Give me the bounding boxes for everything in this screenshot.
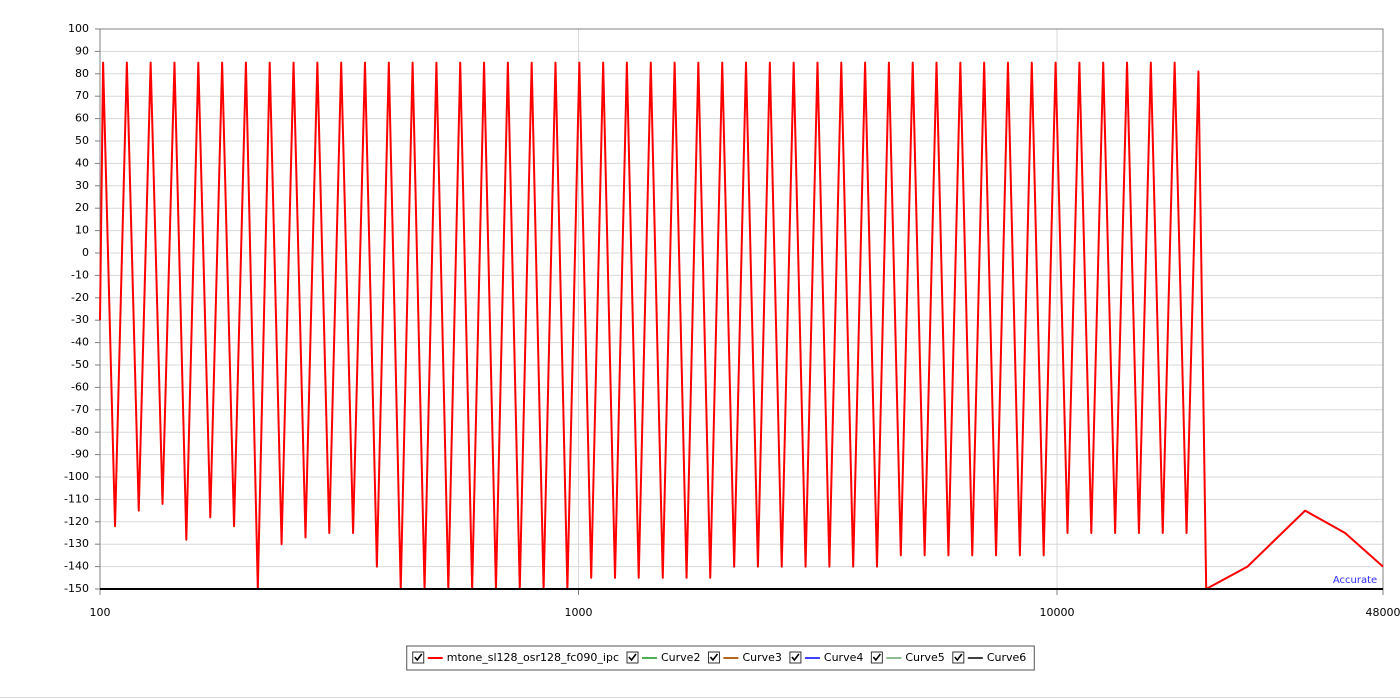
y-tick-label: 0 — [82, 246, 89, 259]
checkmark — [954, 653, 963, 662]
legend-entry[interactable]: mtone_sl128_osr128_fc090_ipc — [412, 651, 619, 664]
y-tick-label: 10 — [75, 224, 89, 237]
legend-box — [406, 645, 1035, 671]
data-line — [99, 61, 1384, 590]
legend-entry[interactable]: Curve5 — [870, 651, 945, 664]
y-tick-label: 70 — [75, 89, 89, 102]
y-tick-label: -90 — [71, 448, 89, 461]
y-tick-label: -10 — [71, 268, 89, 281]
y-tick-label: -120 — [64, 515, 89, 528]
checkmark — [791, 653, 800, 662]
y-tick-label: 20 — [75, 201, 89, 214]
legend-entry[interactable]: Curve6 — [952, 651, 1026, 664]
y-tick-label: -40 — [71, 336, 89, 349]
x-tick-label: 1000 — [565, 606, 593, 619]
legend-label: Curve6 — [987, 651, 1026, 664]
checkmark — [709, 653, 719, 662]
y-tick-label: -50 — [71, 358, 89, 371]
legend-label: Curve5 — [905, 651, 944, 664]
y-tick-label: -70 — [71, 403, 89, 416]
checkmark — [872, 653, 881, 662]
y-tick-label: -130 — [64, 537, 89, 550]
x-tick-label: 10000 — [1040, 606, 1075, 619]
legend-entry[interactable]: Curve4 — [789, 651, 863, 664]
y-tick-label: -140 — [64, 560, 89, 573]
y-tick-label: 90 — [75, 44, 89, 57]
y-tick-label: 40 — [75, 156, 89, 169]
y-tick-label: -30 — [71, 313, 89, 326]
y-tick-label: -60 — [71, 380, 89, 393]
y-tick-label: 100 — [68, 22, 89, 35]
legend-label: Curve4 — [824, 651, 863, 664]
legend-label: mtone_sl128_osr128_fc090_ipc — [447, 651, 619, 664]
y-tick-label: 80 — [75, 67, 89, 80]
y-tick-label: -20 — [71, 291, 89, 304]
checkmark — [414, 653, 423, 662]
x-tick-label: 100 — [90, 606, 111, 619]
x-tick-label: 48000 — [1366, 606, 1400, 619]
y-tick-label: -150 — [64, 582, 89, 595]
legend-entry[interactable]: Curve3 — [707, 651, 782, 664]
legend-label: Curve3 — [742, 651, 781, 664]
legend: mtone_sl128_osr128_fc090_ipc Curve2 Curve3… — [406, 645, 1035, 671]
legend-label: Curve2 — [661, 651, 700, 664]
y-tick-label: -110 — [64, 492, 89, 505]
checkmark — [628, 653, 637, 662]
annotation: Accurate — [1333, 575, 1377, 586]
legend-entry[interactable]: Curve2 — [626, 651, 700, 664]
y-tick-label: 30 — [75, 179, 89, 192]
y-tick-label: -100 — [64, 470, 89, 483]
y-tick-label: -80 — [71, 425, 89, 438]
y-tick-label: 60 — [75, 112, 89, 125]
y-tick-label: 50 — [75, 134, 89, 147]
